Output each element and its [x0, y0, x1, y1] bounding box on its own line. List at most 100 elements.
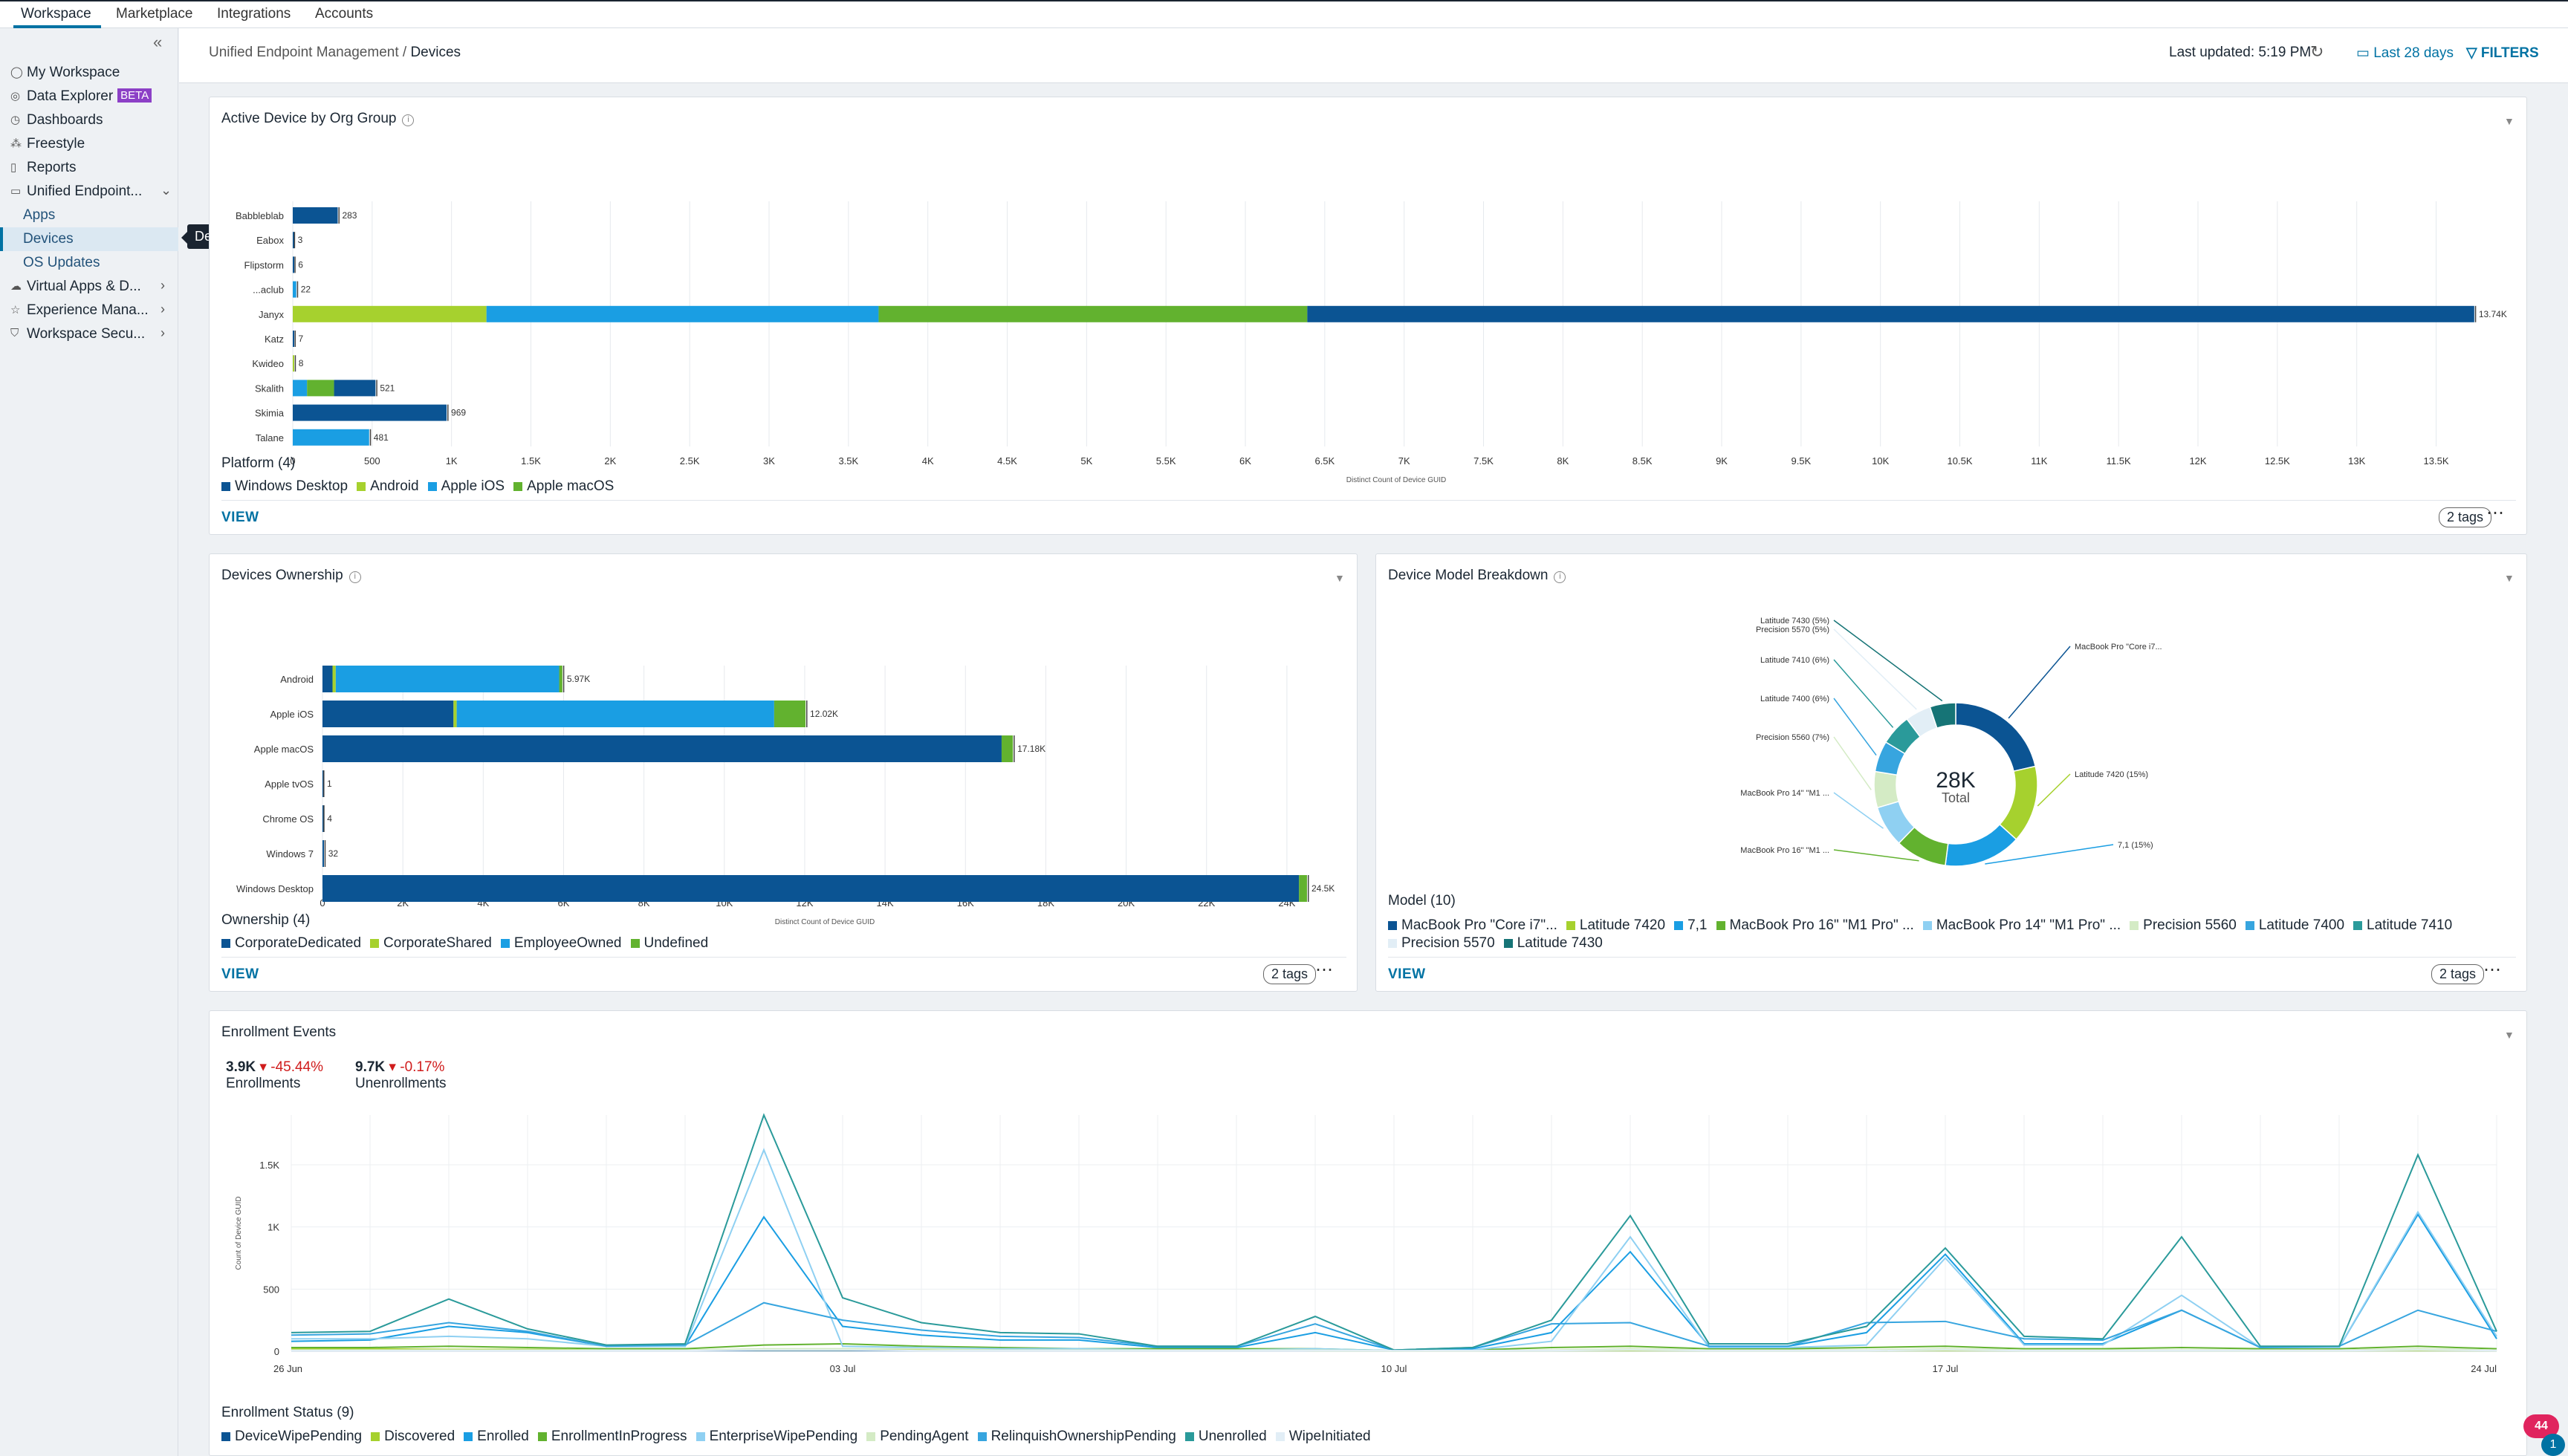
- collapse-menu-icon[interactable]: ▼: [2504, 572, 2514, 584]
- category-label: Windows Desktop: [236, 883, 314, 894]
- date-range-button[interactable]: ▭ Last 28 days: [2356, 45, 2454, 62]
- sidebar-item-data-explorer[interactable]: ◎ Data Explorer BETA: [0, 85, 178, 108]
- tags-pill[interactable]: 2 tags: [2439, 507, 2492, 527]
- legend-item[interactable]: Precision 5570: [1388, 935, 1495, 952]
- collapse-menu-icon[interactable]: ▼: [1335, 572, 1345, 584]
- double-chevron-left-icon[interactable]: «: [153, 33, 163, 51]
- value-label: 481: [374, 432, 389, 443]
- sidebar-item-workspace-security[interactable]: ⛉ Workspace Secu... ›: [0, 322, 178, 346]
- sidebar-item-reports[interactable]: ▯ Reports: [0, 156, 178, 180]
- collapse-menu-icon[interactable]: ▼: [2504, 115, 2514, 127]
- legend-label: DeviceWipePending: [235, 1429, 363, 1444]
- sidebar-item-unified-endpoint[interactable]: ▭ Unified Endpoint... ⌄: [0, 180, 178, 204]
- legend-item[interactable]: Discovered: [371, 1429, 455, 1445]
- legend-item[interactable]: 7,1: [1674, 917, 1708, 935]
- info-icon[interactable]: i: [1554, 571, 1566, 583]
- bar-segment: [293, 331, 294, 347]
- legend-item[interactable]: EnterpriseWipePending: [696, 1429, 857, 1445]
- legend-item[interactable]: Latitude 7430: [1503, 935, 1603, 952]
- chevron-right-icon: ›: [160, 325, 165, 340]
- view-link[interactable]: VIEW: [1388, 966, 1426, 982]
- refresh-icon[interactable]: ↻: [2310, 42, 2324, 61]
- sidebar-item-apps[interactable]: Apps: [0, 204, 178, 227]
- legend-item[interactable]: Latitude 7420: [1566, 917, 1665, 935]
- tab-workspace[interactable]: Workspace: [21, 6, 91, 22]
- top-navigation: Workspace Marketplace Integrations Accou…: [0, 0, 2568, 28]
- legend-item[interactable]: Apple iOS: [427, 478, 505, 495]
- legend-item[interactable]: Undefined: [630, 935, 708, 952]
- sidebar-item-freestyle[interactable]: ⁂ Freestyle: [0, 132, 178, 156]
- bar-segment: [559, 666, 562, 692]
- x-tick-label: 4K: [922, 455, 934, 467]
- more-icon[interactable]: ⋯: [1315, 960, 1334, 980]
- legend-item[interactable]: MacBook Pro 16" "M1 Pro" ...: [1716, 917, 1914, 935]
- legend-item[interactable]: Latitude 7410: [2353, 917, 2452, 935]
- legend-item[interactable]: CorporateDedicated: [221, 935, 361, 952]
- legend-item[interactable]: EnrollmentInProgress: [537, 1429, 687, 1445]
- x-tick-label: 13.5K: [2424, 455, 2449, 467]
- leader-line: [1833, 698, 1877, 756]
- sidebar-item-devices[interactable]: Devices: [0, 227, 178, 251]
- filters-button[interactable]: ▽ FILTERS: [2466, 45, 2539, 62]
- trend-down-icon: ▾: [389, 1059, 396, 1075]
- legend: CorporateDedicated CorporateShared Employe…: [221, 935, 717, 952]
- x-tick-label: 11.5K: [2107, 455, 2131, 467]
- view-link[interactable]: VIEW: [221, 966, 259, 982]
- sidebar-item-my-workspace[interactable]: ◯ My Workspace: [0, 61, 178, 85]
- legend-item[interactable]: WipeInitiated: [1275, 1429, 1371, 1445]
- info-icon[interactable]: i: [402, 114, 415, 126]
- legend-title: Enrollment Status (9): [221, 1405, 354, 1420]
- sidebar-item-virtual-apps[interactable]: ☁ Virtual Apps & D... ›: [0, 275, 178, 299]
- legend-item[interactable]: RelinquishOwnershipPending: [977, 1429, 1176, 1445]
- page-header: Unified Endpoint Management / Devices La…: [179, 28, 2568, 83]
- legend-item[interactable]: Apple macOS: [513, 478, 614, 495]
- x-tick-label: 3.5K: [838, 455, 858, 467]
- category-label: Skimia: [255, 408, 285, 419]
- slice-label: Precision 5570 (5%): [1756, 625, 1829, 634]
- card-title: Enrollment Events: [221, 1024, 337, 1040]
- legend-swatch: [427, 482, 437, 491]
- breadcrumb-parent[interactable]: Unified Endpoint Management: [209, 45, 399, 60]
- tab-integrations[interactable]: Integrations: [217, 6, 291, 22]
- more-icon[interactable]: ⋯: [2486, 503, 2505, 523]
- legend-item[interactable]: MacBook Pro 14" "M1 Pro" ...: [1922, 917, 2121, 935]
- legend-item[interactable]: EmployeeOwned: [500, 935, 622, 952]
- category-label: Janyx: [259, 309, 284, 320]
- collapse-menu-icon[interactable]: ▼: [2504, 1029, 2514, 1041]
- legend-item[interactable]: Precision 5560: [2130, 917, 2237, 935]
- legend-swatch: [1716, 921, 1725, 930]
- tags-pill[interactable]: 2 tags: [1263, 964, 1317, 984]
- sidebar-item-experience[interactable]: ☆ Experience Mana... ›: [0, 299, 178, 322]
- legend-item[interactable]: MacBook Pro "Core i7"...: [1388, 917, 1557, 935]
- tab-marketplace[interactable]: Marketplace: [116, 6, 193, 22]
- slice-label: Precision 5560 (7%): [1756, 733, 1829, 742]
- divider: [1388, 957, 2516, 958]
- info-icon[interactable]: i: [348, 571, 361, 583]
- legend-item[interactable]: Unenrolled: [1184, 1429, 1267, 1445]
- sidebar-item-label: Apps: [23, 207, 56, 223]
- card-active-device-by-org: Active Device by Org Group i ▼ 0 500 1K 1.5K…: [209, 97, 2527, 535]
- card-title-text: Device Model Breakdown: [1388, 568, 1549, 583]
- donut-center-label: Total: [1942, 790, 1970, 805]
- legend-item[interactable]: Android: [357, 478, 419, 495]
- help-badge[interactable]: 1: [2541, 1434, 2565, 1456]
- sidebar-item-os-updates[interactable]: OS Updates: [0, 251, 178, 275]
- tags-pill[interactable]: 2 tags: [2431, 964, 2485, 984]
- y-tick-label: 1.5K: [259, 1160, 279, 1171]
- x-tick-label: 1.5K: [521, 455, 541, 467]
- legend-item[interactable]: DeviceWipePending: [221, 1429, 362, 1445]
- kpi-value: 9.7K: [355, 1059, 386, 1075]
- legend-item[interactable]: Enrolled: [464, 1429, 529, 1445]
- more-icon[interactable]: ⋯: [2483, 960, 2502, 980]
- value-label: 3: [298, 235, 303, 245]
- sidebar-item-dashboards[interactable]: ◷ Dashboards: [0, 108, 178, 132]
- view-link[interactable]: VIEW: [221, 510, 259, 525]
- legend-item[interactable]: Latitude 7400: [2245, 917, 2344, 935]
- bar-segment: [1001, 735, 1014, 762]
- tab-accounts[interactable]: Accounts: [315, 6, 374, 22]
- bar-segment: [293, 305, 487, 322]
- legend-item[interactable]: Windows Desktop: [221, 478, 348, 495]
- legend-label: MacBook Pro 16" "M1 Pro" ...: [1729, 917, 1914, 933]
- legend-item[interactable]: PendingAgent: [866, 1429, 969, 1445]
- legend-item[interactable]: CorporateShared: [370, 935, 492, 952]
